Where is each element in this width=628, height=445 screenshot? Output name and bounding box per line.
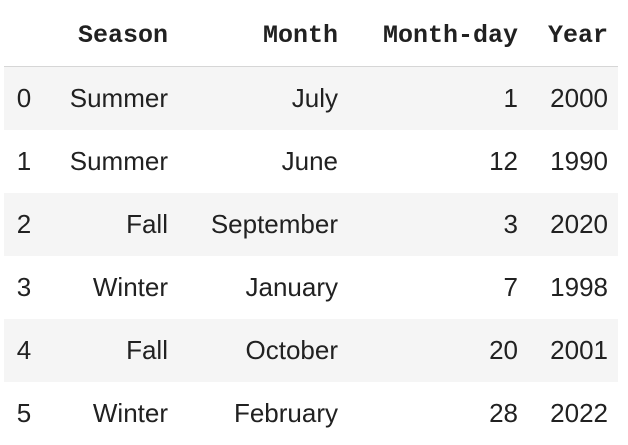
year-cell: 2020 <box>528 193 618 256</box>
table-row: 1 Summer June 12 1990 <box>4 130 618 193</box>
table-row: 4 Fall October 20 2001 <box>4 319 618 382</box>
column-header-month: Month <box>178 4 348 67</box>
table-body: 0 Summer July 1 2000 1 Summer June 12 19… <box>4 67 618 445</box>
month-cell: October <box>178 319 348 382</box>
row-index: 5 <box>4 382 48 445</box>
month-day-cell: 20 <box>348 319 528 382</box>
month-day-cell: 7 <box>348 256 528 319</box>
row-index: 0 <box>4 67 48 131</box>
row-index: 2 <box>4 193 48 256</box>
season-cell: Summer <box>48 130 178 193</box>
month-day-cell: 12 <box>348 130 528 193</box>
season-cell: Fall <box>48 319 178 382</box>
month-day-cell: 28 <box>348 382 528 445</box>
season-cell: Fall <box>48 193 178 256</box>
month-cell: July <box>178 67 348 131</box>
month-cell: February <box>178 382 348 445</box>
month-day-cell: 3 <box>348 193 528 256</box>
dataframe-table: Season Month Month-day Year 0 Summer Jul… <box>4 4 618 445</box>
season-cell: Winter <box>48 256 178 319</box>
year-cell: 2000 <box>528 67 618 131</box>
year-cell: 1998 <box>528 256 618 319</box>
table-header: Season Month Month-day Year <box>4 4 618 67</box>
row-index: 4 <box>4 319 48 382</box>
table-row: 5 Winter February 28 2022 <box>4 382 618 445</box>
row-index: 1 <box>4 130 48 193</box>
year-cell: 1990 <box>528 130 618 193</box>
year-cell: 2001 <box>528 319 618 382</box>
table-row: 0 Summer July 1 2000 <box>4 67 618 131</box>
season-cell: Summer <box>48 67 178 131</box>
month-day-cell: 1 <box>348 67 528 131</box>
column-header-year: Year <box>528 4 618 67</box>
month-cell: January <box>178 256 348 319</box>
column-header-season: Season <box>48 4 178 67</box>
table-row: 2 Fall September 3 2020 <box>4 193 618 256</box>
year-cell: 2022 <box>528 382 618 445</box>
month-cell: September <box>178 193 348 256</box>
season-cell: Winter <box>48 382 178 445</box>
month-cell: June <box>178 130 348 193</box>
column-header-month-day: Month-day <box>348 4 528 67</box>
table-row: 3 Winter January 7 1998 <box>4 256 618 319</box>
row-index: 3 <box>4 256 48 319</box>
index-header <box>4 4 48 67</box>
header-row: Season Month Month-day Year <box>4 4 618 67</box>
